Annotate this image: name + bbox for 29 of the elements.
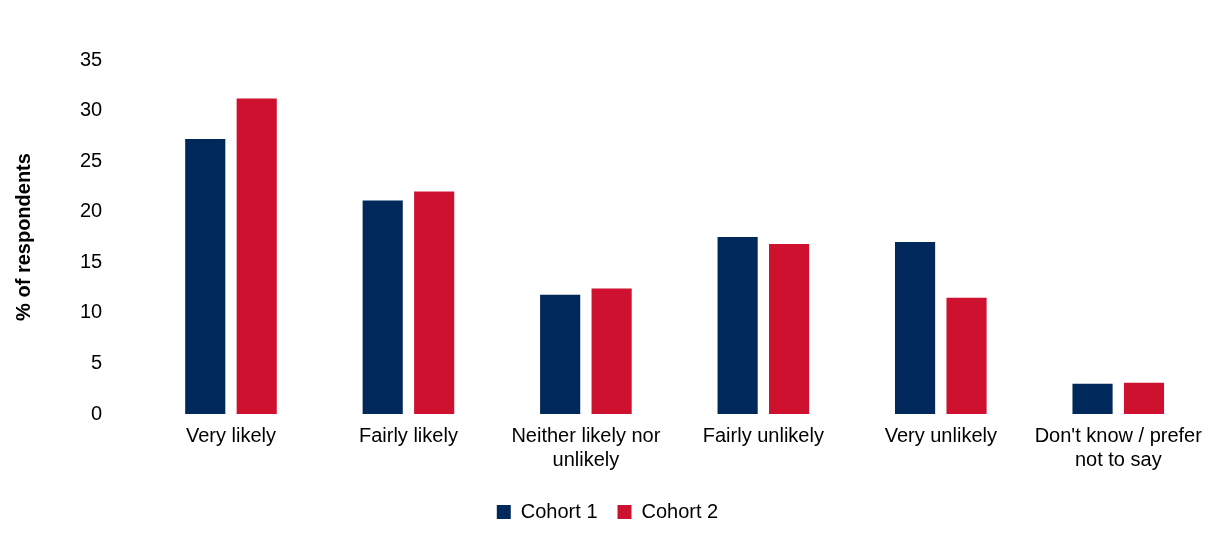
bar — [1072, 383, 1113, 414]
bar — [895, 242, 936, 414]
bar — [540, 294, 581, 414]
bar — [769, 244, 810, 414]
y-tick-label: 20 — [80, 199, 103, 222]
y-tick-label: 5 — [91, 350, 103, 373]
y-tick-label: 25 — [80, 148, 103, 171]
bar — [236, 98, 277, 414]
bar — [414, 191, 455, 414]
bar — [946, 297, 987, 414]
y-tick-label: 15 — [80, 249, 103, 272]
y-axis-title: % of respondents — [11, 153, 34, 321]
y-tick-label: 30 — [80, 98, 103, 121]
bar — [717, 237, 758, 414]
x-tick-label: Very likely — [185, 423, 276, 446]
x-tick-label: Very unlikely — [884, 423, 997, 446]
bar — [1123, 382, 1165, 414]
x-tick-label: Fairly likely — [358, 423, 458, 446]
bar — [185, 138, 226, 414]
legend-label: Cohort 1 — [520, 499, 598, 522]
y-tick-label: 10 — [80, 300, 103, 323]
y-tick-label: 0 — [91, 401, 103, 424]
x-tick-label: Don't know / prefer not to say — [1034, 423, 1203, 470]
x-tick-label: Neither likely nor unlikely — [511, 423, 661, 470]
bar — [591, 288, 632, 414]
bar — [362, 200, 403, 414]
x-tick-label: Fairly unlikely — [702, 423, 824, 446]
y-tick-label: 35 — [80, 47, 103, 70]
legend-label: Cohort 2 — [641, 499, 719, 522]
